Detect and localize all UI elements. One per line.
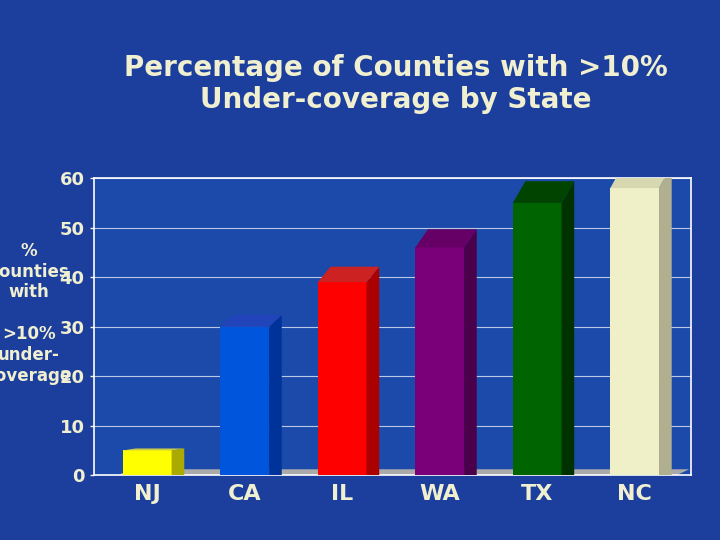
Bar — [220, 327, 269, 475]
Bar — [123, 450, 171, 475]
Bar — [513, 203, 562, 475]
Polygon shape — [366, 267, 379, 475]
Text: Percentage of Counties with >10%
Under-coverage by State: Percentage of Counties with >10% Under-c… — [124, 54, 668, 114]
Polygon shape — [118, 475, 677, 483]
Text: %
counties
with

>10%
under-
coverage: % counties with >10% under- coverage — [0, 242, 72, 384]
Polygon shape — [659, 165, 672, 475]
Polygon shape — [513, 181, 575, 203]
Polygon shape — [118, 469, 689, 475]
Polygon shape — [318, 267, 379, 282]
Polygon shape — [611, 165, 672, 188]
Polygon shape — [171, 448, 184, 475]
Polygon shape — [123, 448, 184, 450]
Polygon shape — [562, 181, 575, 475]
Bar — [415, 247, 464, 475]
Bar — [611, 188, 659, 475]
Bar — [318, 282, 366, 475]
Polygon shape — [269, 315, 282, 475]
Polygon shape — [415, 230, 477, 247]
Polygon shape — [464, 230, 477, 475]
Polygon shape — [220, 315, 282, 327]
